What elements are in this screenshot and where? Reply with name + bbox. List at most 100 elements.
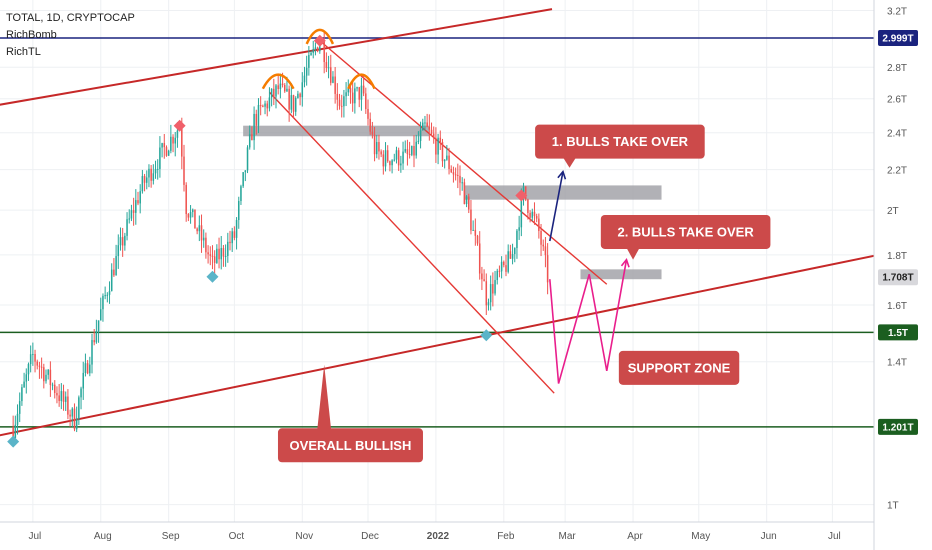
top-arc: [261, 73, 295, 90]
candle-body: [533, 211, 536, 217]
candle-body: [542, 244, 545, 247]
candle-body: [439, 137, 442, 142]
candle-body: [279, 83, 282, 89]
candle-body: [314, 47, 317, 49]
trendline: [0, 253, 879, 437]
callout-box: [618, 350, 740, 385]
trendlines: [0, 8, 879, 437]
price-tick-label: 2.8T: [887, 63, 907, 74]
time-tick-label: Sep: [162, 531, 180, 542]
candle-body: [382, 154, 385, 167]
candle-body: [196, 228, 198, 232]
candle-body: [97, 320, 100, 332]
candle-body: [161, 143, 163, 148]
candle-body: [426, 122, 428, 127]
candle-body: [191, 209, 194, 213]
candle-body: [71, 408, 74, 417]
candle-body: [233, 231, 236, 238]
candle-body: [303, 75, 306, 83]
candle-body: [80, 388, 82, 398]
candle-body: [135, 200, 137, 213]
candle-body: [432, 133, 435, 139]
projection-path: [549, 171, 564, 242]
candle-body: [505, 265, 507, 272]
candle-body: [143, 176, 146, 183]
candle-body: [369, 118, 371, 132]
time-tick-label: Feb: [497, 531, 515, 542]
candle-body: [360, 85, 363, 100]
candle-body: [498, 270, 501, 272]
candle-body: [47, 369, 49, 375]
candle-body: [529, 212, 531, 218]
candle-body: [130, 210, 133, 219]
price-level-badge: [878, 269, 918, 286]
candle-body: [415, 141, 417, 156]
candle-body: [200, 225, 203, 241]
candle-body: [110, 269, 113, 292]
candle-body: [472, 229, 474, 231]
price-axis[interactable]: 3.2T 2.8T 2.6T 2.4T 2.2T 2T 1.8T 1.6T 1.4T 1T 2.99…: [873, 0, 932, 550]
callout-label: 2. BULLS TAKE OVER: [617, 224, 754, 239]
candle-body: [62, 391, 65, 402]
candle-body: [518, 227, 520, 231]
candle-body: [389, 161, 391, 166]
candle-body: [227, 241, 229, 256]
candle-body: [257, 105, 260, 126]
candle-body: [435, 138, 437, 155]
candle-body: [119, 237, 122, 246]
candle-body: [132, 210, 135, 213]
candle-body: [69, 414, 71, 417]
candle-body: [91, 340, 93, 365]
candle-body: [224, 255, 227, 257]
candle-body: [170, 136, 172, 151]
top-arc: [305, 28, 335, 45]
candle-body: [483, 279, 485, 282]
projection-arrowhead: [620, 258, 630, 268]
diamond-marker: [515, 189, 528, 202]
candle-body: [531, 211, 534, 218]
candle-body: [277, 85, 279, 89]
candle-body: [117, 245, 120, 257]
candle-body: [476, 235, 479, 244]
candle-body: [137, 200, 139, 204]
candle-body: [448, 155, 450, 170]
legend-indicator-richtl: RichTL: [6, 46, 41, 58]
candle-body: [126, 219, 128, 236]
candle-body: [209, 254, 212, 256]
candle-body: [397, 150, 400, 166]
candle-body: [441, 141, 444, 162]
candle-body: [421, 122, 424, 131]
candle-body: [470, 209, 472, 231]
candle-body: [235, 220, 238, 238]
trendline: [0, 8, 553, 106]
candle-body: [259, 105, 262, 107]
top-arc: [347, 73, 376, 90]
candle-body: [34, 354, 36, 362]
candle-body: [64, 396, 67, 402]
candle-body: [286, 88, 288, 92]
candle-body: [375, 142, 378, 155]
candle-body: [371, 131, 374, 135]
candle-body: [152, 173, 155, 181]
candle-body: [14, 424, 17, 438]
price-tick-label: 1T: [887, 501, 899, 512]
candle-body: [60, 391, 63, 401]
callout-box: [277, 428, 423, 463]
candle-body: [419, 130, 422, 141]
time-axis[interactable]: Jul Aug Sep Oct Nov Dec 2022 Feb Mar Apr May Jun Jul: [0, 521, 874, 542]
candle-body: [89, 364, 91, 374]
price-tick-label: 2.2T: [887, 166, 907, 177]
candle-body: [231, 231, 233, 244]
candle-body: [67, 396, 69, 415]
candle-body: [332, 76, 334, 83]
time-tick-label: Jun: [761, 531, 777, 542]
trendline: [268, 91, 555, 394]
candle-body: [347, 88, 350, 93]
candle-body: [516, 230, 518, 249]
candle-body: [242, 172, 244, 187]
candle-body: [520, 196, 523, 228]
candle-body: [189, 212, 192, 218]
candle-body: [292, 95, 295, 112]
